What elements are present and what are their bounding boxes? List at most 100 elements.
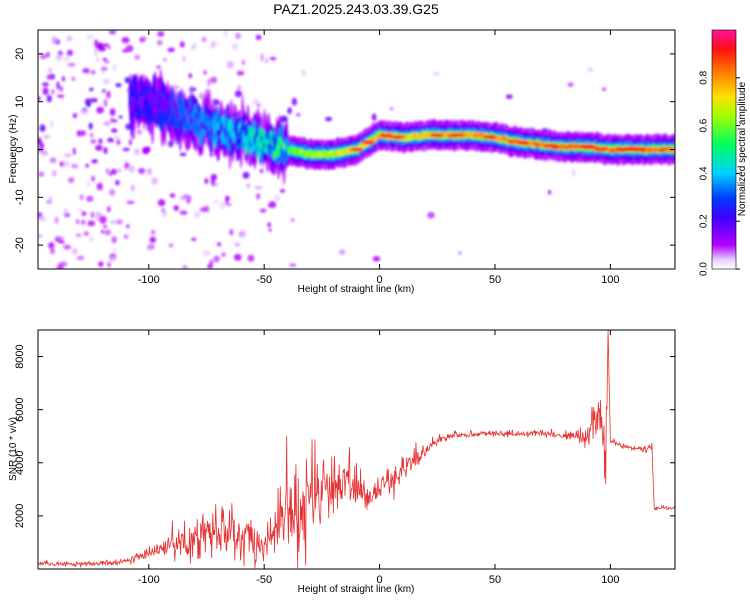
spectrogram-speckle xyxy=(43,134,50,139)
spectrogram-speckle xyxy=(210,76,218,84)
spectrogram-ridge-cell xyxy=(249,146,253,154)
spectrogram-speckle xyxy=(116,168,123,174)
spectrogram-speckle xyxy=(125,44,134,53)
spectrogram-peak xyxy=(515,140,530,145)
spectrogram-ridge-cell xyxy=(180,108,184,117)
spectrogram-speckle xyxy=(38,234,43,238)
spectrogram-speckle xyxy=(111,236,117,244)
spectrogram-speckle xyxy=(95,144,103,151)
colorbar-tick-label: 0.4 xyxy=(699,166,710,180)
spectrogram-ridge-cell xyxy=(257,143,261,151)
spectrogram-peak xyxy=(430,133,445,138)
spectrogram-speckle xyxy=(115,219,123,225)
spectrogram-speckle xyxy=(87,220,96,227)
spectrogram-speckle xyxy=(134,148,140,155)
colorbar-label: Normalized spectral amplitude xyxy=(737,81,748,216)
y-tick-label: 2000 xyxy=(14,504,26,528)
spectrogram-speckle xyxy=(105,168,110,174)
spectrogram-speckle xyxy=(156,40,163,46)
spectrogram-peak xyxy=(580,145,595,150)
spectrogram-speckle xyxy=(38,96,41,102)
spectrogram-speckle xyxy=(63,244,71,250)
spectrogram-ridge-cell xyxy=(150,112,155,121)
spectrogram-speckle xyxy=(111,128,118,133)
spectrogram-speckle xyxy=(268,228,272,232)
y-tick-label: 8000 xyxy=(14,344,26,368)
spectrogram-ridge-cell xyxy=(222,121,227,130)
spectrogram-speckle xyxy=(64,153,72,157)
spectrogram-speckle xyxy=(58,236,65,240)
spectrogram-speckle xyxy=(234,90,242,98)
spectrogram-speckle xyxy=(80,255,84,261)
spectrogram-speckle xyxy=(136,129,143,135)
spectrogram-speckle xyxy=(238,230,246,238)
spectrogram-speckle xyxy=(130,184,135,192)
spectrogram-speckle xyxy=(241,60,246,66)
spectrogram-speckle xyxy=(231,43,239,51)
spectrogram-ridge-cell xyxy=(250,136,254,144)
spectrogram-speckle xyxy=(156,65,161,70)
spectrogram-speckle xyxy=(48,196,53,204)
spectrogram-speckle xyxy=(90,211,95,218)
spectrogram-speckle xyxy=(79,130,86,137)
spectrogram-ridge-cell xyxy=(268,142,272,150)
spectrogram-speckle xyxy=(41,82,49,87)
spectrogram-ridge-cell xyxy=(188,108,192,116)
x-tick-label: 0 xyxy=(377,274,383,286)
y-tick-label: 10 xyxy=(14,96,26,108)
spectrogram-speckle xyxy=(96,106,104,114)
spectrogram-speckle xyxy=(109,108,116,116)
spectrogram-speckle xyxy=(179,210,188,215)
spectrogram-speckle xyxy=(76,208,84,212)
spectrogram-peak xyxy=(483,135,498,140)
spectrogram-speckle xyxy=(198,92,207,100)
spectrogram-speckle xyxy=(138,167,146,174)
spectrogram-speckle xyxy=(242,171,250,179)
spectrogram-speckle xyxy=(86,34,94,40)
spectrogram-ridge-cell xyxy=(216,128,220,137)
spectrogram-speckle xyxy=(104,229,111,236)
colorbar-tick-label: 0.8 xyxy=(699,70,710,84)
spectrogram-speckle xyxy=(265,57,269,64)
spectrogram-peak xyxy=(349,147,364,152)
spectrogram-speckle xyxy=(172,85,180,89)
y-tick-label: 20 xyxy=(14,48,26,60)
spectrogram-speckle xyxy=(202,250,211,257)
spectrogram-speckle xyxy=(103,98,108,107)
spectrogram-speckle xyxy=(86,180,90,188)
spectrogram-speckle xyxy=(234,243,241,247)
spectrogram-speckle xyxy=(55,54,62,62)
y-tick-label: -10 xyxy=(14,189,26,205)
spectrogram-speckle xyxy=(79,194,84,201)
spectrogram-speckle xyxy=(61,76,66,82)
spectrogram-speckle xyxy=(157,31,165,37)
spectrogram-speckle xyxy=(254,186,263,190)
spectrogram-ridge-cell xyxy=(174,103,178,112)
spectrogram-ridge-cell xyxy=(254,130,258,139)
spectrogram-ridge-cell xyxy=(204,124,209,133)
spectrogram-speckle xyxy=(102,89,106,93)
spectrogram-speckle xyxy=(108,30,117,35)
spectrogram-peak xyxy=(361,140,375,145)
spectrogram-ridge-cell xyxy=(145,102,149,110)
spectrogram-speckle xyxy=(246,183,250,189)
spectrogram-peak xyxy=(379,133,394,138)
spectrogram-speckle xyxy=(188,87,197,92)
colorbar-tick-label: 0.6 xyxy=(699,118,710,132)
spectrogram-ridge-cell xyxy=(211,119,215,127)
spectrogram-ridge-cell xyxy=(236,117,240,125)
spectrogram-speckle xyxy=(95,57,100,62)
spectrogram-ridge-cell xyxy=(163,96,167,105)
spectrogram-speckle xyxy=(50,247,55,255)
spectrogram-speckle xyxy=(267,222,272,228)
spectrogram-speckle xyxy=(90,70,96,75)
spectrogram-ridge-cell xyxy=(149,106,153,114)
spectrogram-speckle xyxy=(108,172,112,176)
spectrogram-speckle xyxy=(72,147,76,155)
spectrogram-speckle xyxy=(67,177,75,184)
spectrogram-speckle xyxy=(219,201,226,209)
spectrogram-speckle xyxy=(48,67,53,73)
spectrogram-speckle xyxy=(109,220,117,225)
spectrogram-speckle xyxy=(49,157,57,164)
spectrogram-speckle xyxy=(547,189,552,195)
